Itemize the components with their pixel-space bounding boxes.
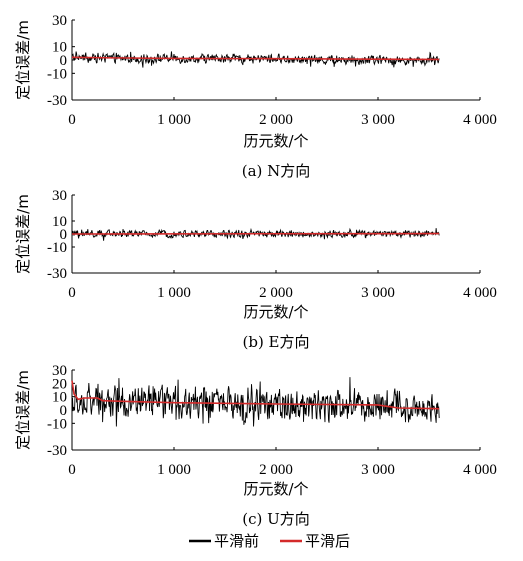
panel-e-ytick-0: 0 bbox=[60, 227, 68, 243]
panel-n-ytick-neg30: -30 bbox=[47, 93, 67, 109]
panel-n-ytick-30: 30 bbox=[52, 13, 67, 29]
legend: 平滑前 平滑后 bbox=[189, 532, 350, 550]
panel-u-xlabel: 历元数/个 bbox=[243, 480, 308, 498]
panel-e: 30 10 0 -10 -30 0 1 000 2 000 3 000 4 00… bbox=[14, 188, 497, 351]
panel-u-xtick-2000: 2 000 bbox=[259, 462, 293, 478]
panel-n-xtick-3000: 3 000 bbox=[361, 112, 395, 128]
panel-e-ytick-neg30: -30 bbox=[47, 266, 67, 282]
panel-u-xtick-1000: 1 000 bbox=[157, 462, 191, 478]
panel-n-xlabel: 历元数/个 bbox=[243, 132, 308, 150]
panel-n-ytick-0: 0 bbox=[60, 53, 68, 69]
panel-e-ylabel: 定位误差/m bbox=[14, 194, 32, 274]
legend-label-before: 平滑前 bbox=[214, 532, 259, 550]
panel-e-caption: (b) E方向 bbox=[242, 333, 309, 351]
panel-n-ytick-neg10: -10 bbox=[47, 66, 67, 82]
panel-e-xtick-0: 0 bbox=[68, 285, 76, 301]
panel-n-xtick-2000: 2 000 bbox=[259, 112, 293, 128]
panel-e-xtick-4000: 4 000 bbox=[463, 285, 497, 301]
panel-n-xtick-4000: 4 000 bbox=[463, 112, 497, 128]
panel-e-ytick-30: 30 bbox=[52, 188, 67, 204]
panel-n: 30 10 0 -10 -30 0 1 000 2 000 3 000 4 00… bbox=[14, 13, 497, 180]
panel-u-ytick-0: 0 bbox=[60, 403, 68, 419]
panel-e-traces bbox=[71, 227, 440, 241]
panel-u-series-before bbox=[71, 377, 440, 427]
panel-u-caption: (c) U方向 bbox=[242, 510, 310, 528]
panel-n-caption: (a) N方向 bbox=[242, 162, 311, 180]
panel-n-series-after bbox=[71, 56, 440, 61]
panel-e-ytick-10: 10 bbox=[52, 214, 67, 230]
panel-u-ytick-30: 30 bbox=[52, 363, 67, 379]
panel-e-xtick-1000: 1 000 bbox=[157, 285, 191, 301]
panel-n-ylabel: 定位误差/m bbox=[14, 20, 32, 100]
panel-n-ytick-10: 10 bbox=[52, 40, 67, 56]
panel-e-xtick-3000: 3 000 bbox=[361, 285, 395, 301]
panel-e-xlabel: 历元数/个 bbox=[243, 303, 308, 321]
legend-label-after: 平滑后 bbox=[305, 532, 350, 550]
panel-e-xtick-2000: 2 000 bbox=[259, 285, 293, 301]
panel-u-traces bbox=[71, 377, 440, 427]
panel-n-axes bbox=[71, 19, 481, 101]
panel-u-ytick-10: 10 bbox=[52, 390, 67, 406]
panel-u-ytick-neg10: -10 bbox=[47, 416, 67, 432]
panel-u-xtick-0: 0 bbox=[68, 462, 76, 478]
panel-u-series-after bbox=[71, 380, 440, 410]
panel-n-xtick-1000: 1 000 bbox=[157, 112, 191, 128]
panel-u: 30 20 10 0 -10 -30 0 1 000 2 000 3 000 4… bbox=[14, 363, 497, 528]
panel-u-ytick-neg30: -30 bbox=[47, 443, 67, 459]
panel-u-xtick-3000: 3 000 bbox=[361, 462, 395, 478]
panel-n-xtick-0: 0 bbox=[68, 112, 76, 128]
panel-n-traces bbox=[71, 51, 440, 68]
panel-u-ytick-20: 20 bbox=[52, 376, 67, 392]
panel-e-ytick-neg10: -10 bbox=[47, 240, 67, 256]
panel-u-ylabel: 定位误差/m bbox=[14, 370, 32, 450]
panel-u-xtick-4000: 4 000 bbox=[463, 462, 497, 478]
